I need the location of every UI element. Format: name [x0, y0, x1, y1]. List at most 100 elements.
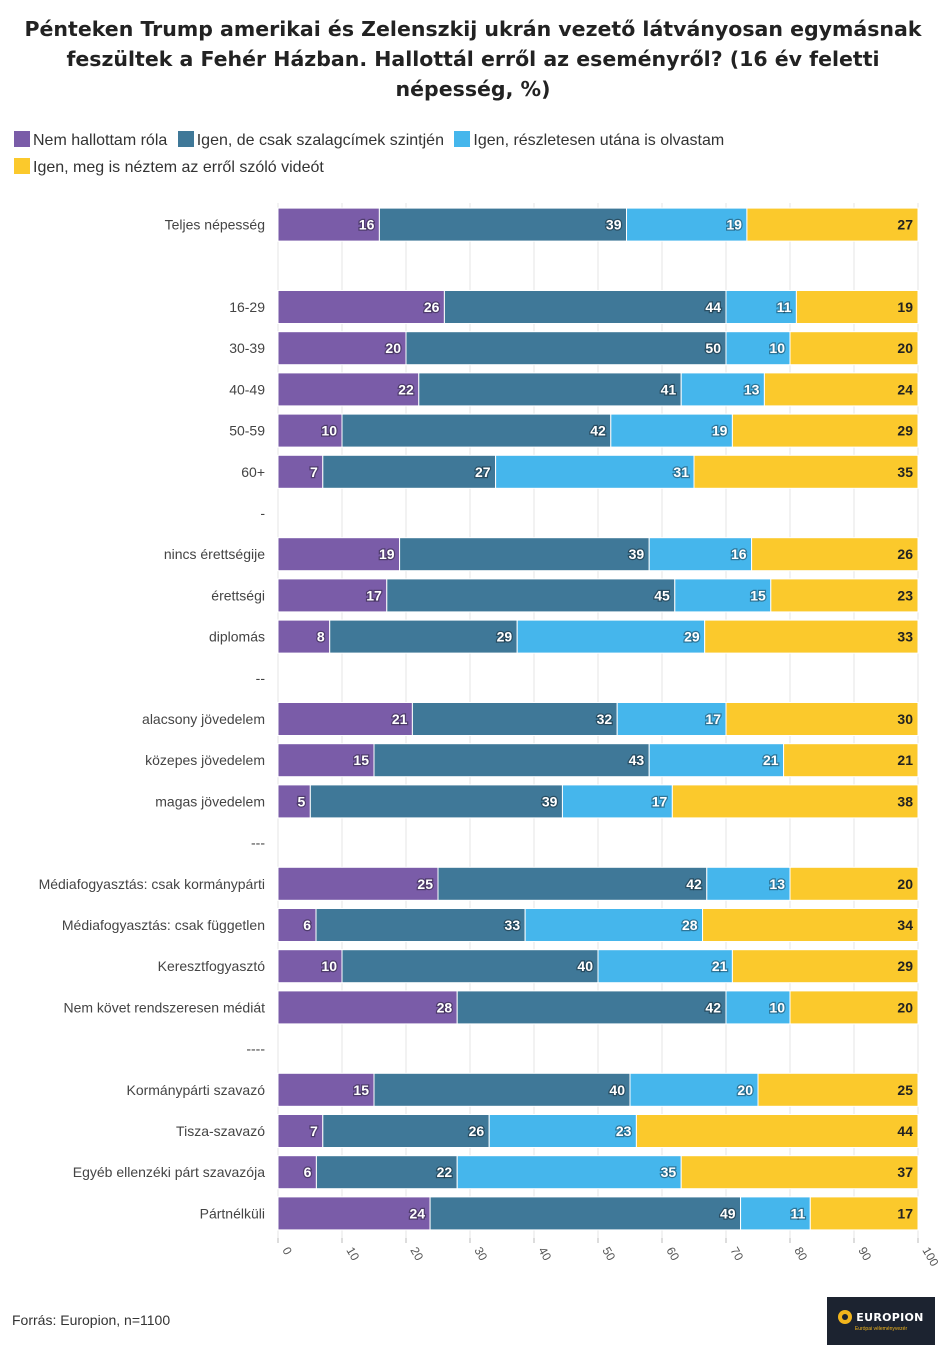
legend-item[interactable]: Igen, részletesen utána is olvastam	[454, 127, 724, 154]
bar-segment	[456, 990, 727, 1025]
data-label: 41	[661, 381, 677, 397]
bar-segment	[277, 207, 380, 242]
data-label: 10	[321, 958, 337, 974]
chart-title: Pénteken Trump amerikai és Zelenszkij uk…	[10, 14, 936, 104]
category-label: ----	[246, 1041, 265, 1057]
data-label: 19	[379, 546, 395, 562]
legend-item[interactable]: Igen, meg is néztem az erről szóló videó…	[14, 154, 324, 181]
data-label: 29	[497, 629, 513, 645]
data-label: 17	[705, 711, 721, 727]
data-label: 24	[897, 381, 913, 397]
bar-segment	[626, 207, 748, 242]
bar-segment	[610, 413, 733, 448]
data-label: 21	[763, 752, 779, 768]
data-label: 39	[606, 217, 622, 233]
bar-segment	[386, 578, 676, 613]
category-label: -	[260, 505, 265, 521]
data-label: 21	[392, 711, 408, 727]
data-label: 28	[437, 999, 453, 1015]
bar-segment	[495, 454, 695, 489]
data-label: 15	[750, 587, 766, 603]
category-label: Kormánypárti szavazó	[126, 1082, 265, 1098]
data-label: 11	[777, 299, 792, 315]
bar-segment	[725, 702, 919, 736]
x-tick-label: 30	[471, 1245, 490, 1264]
bar-segment	[277, 619, 331, 654]
data-label: 23	[897, 587, 913, 603]
data-label: 28	[682, 917, 698, 933]
bar-segment	[616, 702, 727, 736]
data-label: 26	[897, 546, 913, 562]
category-label: diplomás	[209, 629, 265, 645]
data-label: 33	[505, 917, 521, 933]
bar-segment	[680, 372, 765, 407]
category-label: ---	[251, 835, 265, 851]
bar-segment	[322, 1114, 490, 1148]
data-label: 33	[897, 629, 913, 645]
x-tick-label: 50	[599, 1245, 618, 1264]
category-label: érettségi	[211, 587, 265, 603]
category-label: 30-39	[229, 340, 265, 356]
bar-segment	[456, 1155, 682, 1190]
data-label: 20	[897, 999, 913, 1015]
category-label: Egyéb ellenzéki párt szavazója	[73, 1164, 265, 1180]
data-label: 29	[684, 629, 700, 645]
legend-swatch	[14, 131, 30, 147]
bar-segment	[277, 413, 343, 448]
data-label: 23	[616, 1123, 632, 1139]
x-tick-label: 0	[279, 1245, 295, 1258]
bar-segment	[341, 949, 599, 984]
data-label: 20	[385, 340, 401, 356]
data-label: 15	[353, 1082, 369, 1098]
bar-segment	[516, 619, 706, 654]
bar-segment	[378, 207, 628, 242]
legend-item[interactable]: Nem hallottam róla	[14, 127, 167, 154]
bar-segment	[329, 619, 518, 654]
bar-segment	[783, 743, 919, 778]
bar-segment	[635, 1114, 919, 1148]
x-tick-label: 70	[727, 1245, 746, 1264]
legend-item[interactable]: Igen, de csak szalagcímek szintjén	[177, 127, 444, 154]
data-label: 27	[475, 464, 491, 480]
data-label: 11	[790, 1205, 805, 1221]
bar-segment	[725, 290, 797, 324]
data-label: 10	[769, 999, 785, 1015]
category-label: nincs érettségije	[164, 546, 265, 562]
bar-segment	[731, 413, 919, 448]
bar-segment	[277, 702, 413, 736]
bar-segment	[309, 784, 563, 819]
category-label: 60+	[241, 464, 265, 480]
bar-segment	[373, 1072, 631, 1107]
bar-segment	[277, 1196, 431, 1231]
category-label: --	[256, 670, 266, 686]
bar-segment	[373, 743, 650, 778]
data-label: 50	[705, 340, 721, 356]
logo-text: EUROPION	[856, 1310, 924, 1324]
data-label: 26	[424, 299, 440, 315]
legend-label: Igen, részletesen utána is olvastam	[473, 132, 725, 149]
category-label: alacsony jövedelem	[142, 711, 265, 727]
category-label: Tisza-szavazó	[176, 1123, 265, 1139]
bar-segment	[671, 784, 919, 819]
data-label: 44	[897, 1123, 913, 1139]
data-label: 7	[310, 1123, 318, 1139]
category-label: 16-29	[229, 299, 265, 315]
bar-segment	[277, 331, 407, 366]
category-label: Keresztfogyasztó	[158, 958, 266, 974]
bar-segment	[702, 908, 919, 942]
data-label: 42	[705, 999, 721, 1015]
data-label: 5	[298, 793, 306, 809]
bar-segment	[693, 454, 919, 489]
data-label: 10	[769, 340, 785, 356]
bar-segment	[731, 949, 919, 984]
bar-segment	[405, 331, 727, 366]
bar-segment	[429, 1196, 742, 1231]
data-label: 35	[661, 1164, 677, 1180]
bar-segment	[411, 702, 618, 736]
legend-label: Nem hallottam róla	[33, 132, 168, 149]
data-label: 10	[321, 423, 337, 439]
bar-segment	[789, 331, 919, 366]
bar-segment	[809, 1196, 919, 1231]
bar-segment	[437, 866, 708, 901]
bar-segment	[443, 290, 727, 324]
